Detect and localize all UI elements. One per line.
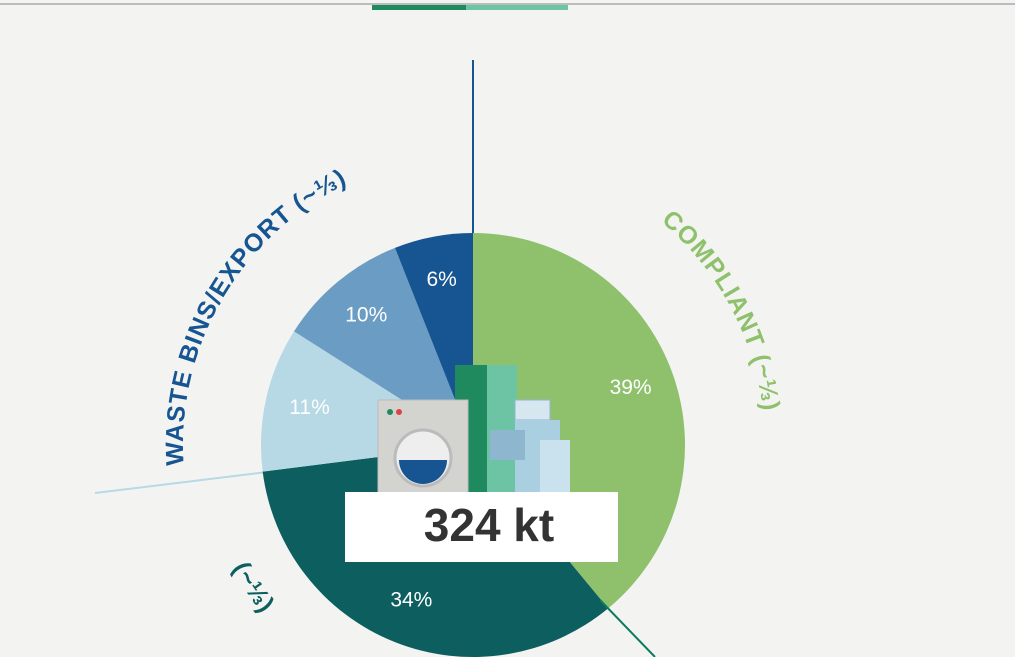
tab bbox=[372, 5, 466, 10]
slice-label: 6% bbox=[426, 268, 456, 291]
chart: 39%34%11%10%6% 324 kt COMPLIANT (~⅓)WAST… bbox=[0, 0, 1015, 657]
slice-label: 11% bbox=[289, 396, 329, 419]
slice-label: 39% bbox=[610, 376, 652, 399]
tab bbox=[466, 5, 568, 10]
slice-label: 10% bbox=[345, 304, 387, 327]
slice-label: 34% bbox=[390, 588, 432, 611]
center-label: 324 kt bbox=[424, 499, 554, 551]
